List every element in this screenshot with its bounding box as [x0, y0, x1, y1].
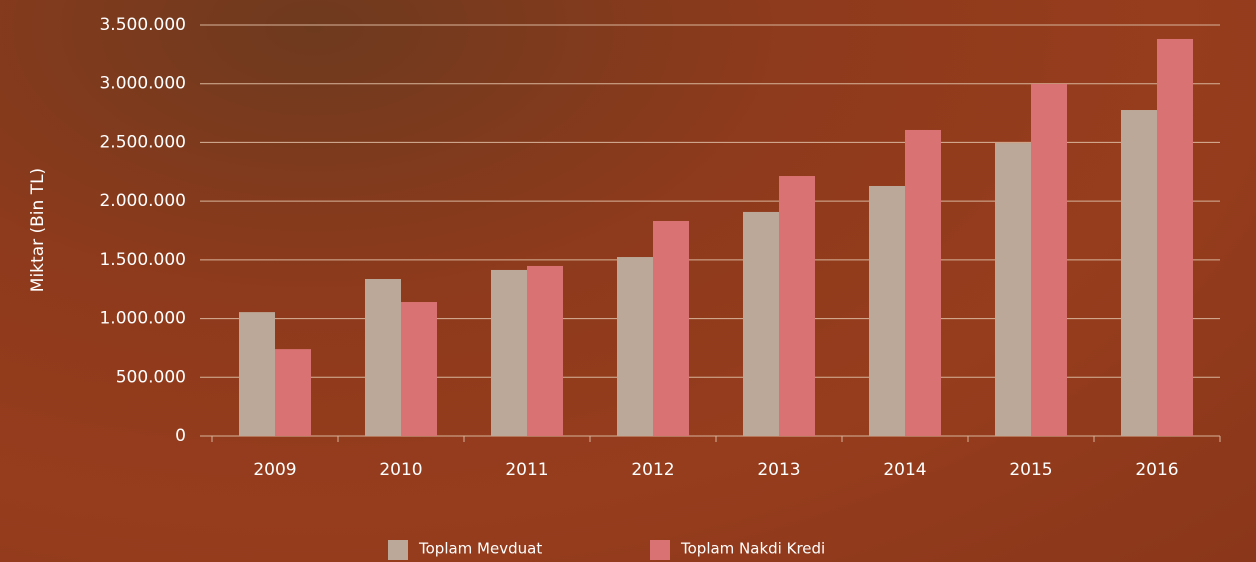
bar: [275, 349, 311, 436]
x-tick-label: 2012: [631, 460, 674, 480]
bar: [653, 220, 689, 436]
x-tick-label: 2015: [1009, 460, 1052, 480]
bar: [617, 257, 653, 436]
y-tick-label: 2.500.000: [99, 132, 186, 152]
bar: [365, 278, 401, 436]
bar: [995, 143, 1031, 436]
y-tick-label: 1.500.000: [99, 250, 186, 270]
y-tick-label: 1.000.000: [99, 309, 186, 329]
legend-label: Toplam Nakdi Kredi: [680, 540, 825, 558]
legend-swatch: [650, 540, 670, 560]
bar: [869, 185, 905, 436]
bar: [779, 176, 815, 437]
y-tick-label: 500.000: [116, 367, 186, 387]
bar: [491, 269, 527, 436]
x-tick-label: 2013: [757, 460, 800, 480]
legend-swatch: [388, 540, 408, 560]
y-tick-label: 0: [175, 426, 186, 446]
x-tick-label: 2009: [253, 460, 296, 480]
y-tick-label: 3.000.000: [99, 74, 186, 94]
legend-label: Toplam Mevduat: [418, 540, 542, 558]
x-tick-label: 2011: [505, 460, 548, 480]
bar: [401, 302, 437, 436]
x-tick-label: 2010: [379, 460, 422, 480]
bar: [1031, 83, 1067, 436]
x-tick-label: 2016: [1135, 460, 1178, 480]
bar: [1157, 38, 1193, 436]
y-tick-label: 3.500.000: [99, 15, 186, 35]
bar: [239, 312, 275, 436]
y-axis-label: Miktar (Bin TL): [28, 168, 48, 292]
bar: [527, 265, 563, 436]
y-tick-label: 2.000.000: [99, 191, 186, 211]
x-tick-label: 2014: [883, 460, 926, 480]
bar: [743, 211, 779, 436]
bar: [1121, 110, 1157, 437]
bar: [905, 129, 941, 436]
